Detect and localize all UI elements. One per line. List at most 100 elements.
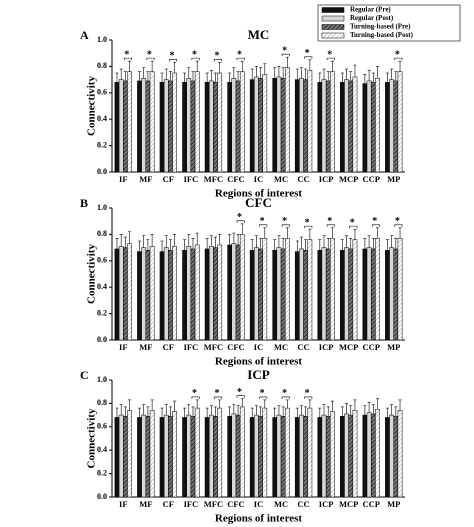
bar — [208, 414, 214, 498]
bar — [272, 78, 278, 173]
x-tick-label: CCP — [362, 499, 379, 509]
significance-bracket — [123, 57, 132, 61]
chart-title: ICP — [247, 367, 269, 382]
y-tick-label: 0.6 — [97, 88, 107, 97]
bar — [303, 416, 309, 498]
bar — [276, 76, 282, 173]
y-tick-label: 0.2 — [97, 308, 107, 317]
x-tick-label: MP — [387, 174, 400, 184]
bar — [325, 416, 331, 498]
bar — [284, 67, 290, 173]
significance-bracket — [304, 56, 313, 59]
bar — [159, 417, 165, 498]
significance-mark: * — [305, 48, 310, 59]
bar — [190, 80, 196, 173]
significance-bracket — [169, 59, 178, 62]
bar — [159, 251, 165, 341]
bar — [284, 407, 290, 498]
bar — [194, 244, 200, 341]
bar — [254, 76, 259, 173]
bar — [163, 247, 169, 341]
bar — [280, 248, 286, 341]
bar — [272, 417, 278, 498]
bar — [325, 80, 331, 173]
bar — [317, 81, 323, 173]
bar — [249, 249, 255, 341]
bar — [299, 414, 304, 498]
bar — [249, 79, 255, 173]
x-tick-label: MF — [139, 174, 152, 184]
bar — [370, 248, 376, 341]
bar — [204, 248, 210, 341]
chart-title: MC — [248, 27, 270, 42]
significance-mark: * — [372, 216, 377, 227]
x-tick-label: CC — [297, 499, 309, 509]
y-tick-label: 0.0 — [97, 492, 107, 501]
legend-label: Turning-based (Pre) — [350, 23, 411, 31]
bar — [344, 79, 349, 173]
bar — [344, 247, 349, 341]
y-axis-label: Connectivity — [86, 76, 98, 136]
y-tick-label: 0.2 — [97, 140, 107, 149]
significance-bracket — [326, 224, 335, 227]
bar — [366, 412, 372, 498]
bar — [352, 410, 358, 498]
bar — [141, 78, 147, 173]
bar — [385, 249, 390, 341]
panel: B CFC 0.0 0.2 0.4 0.6 0.8 1.0 Connectivity Region… — [80, 195, 405, 368]
bar — [299, 78, 304, 173]
significance-mark: * — [282, 388, 287, 399]
bar — [276, 414, 282, 498]
bar — [348, 248, 354, 341]
bar — [186, 78, 192, 173]
bar — [190, 248, 196, 341]
x-tick-label: CC — [297, 174, 309, 184]
bar — [262, 238, 268, 341]
bar — [254, 247, 259, 341]
bar — [362, 248, 368, 341]
significance-mark: * — [192, 388, 197, 399]
bar — [317, 249, 323, 341]
x-tick-label: MFC — [204, 342, 223, 352]
bar — [204, 81, 210, 173]
bar — [186, 414, 192, 498]
bar — [352, 76, 358, 173]
x-tick-label: ICP — [319, 342, 334, 352]
bar — [385, 417, 390, 498]
bar — [123, 247, 128, 341]
significance-mark: * — [237, 49, 242, 60]
bar — [235, 80, 241, 173]
bar — [227, 416, 233, 498]
bar — [330, 411, 335, 498]
y-axis-label: Connectivity — [86, 244, 98, 304]
significance-mark: * — [124, 49, 129, 60]
bar — [366, 80, 372, 173]
bar — [280, 78, 286, 173]
x-tick-label: ICP — [319, 499, 334, 509]
legend-swatch — [321, 24, 345, 30]
panel-label: B — [80, 196, 88, 210]
bar — [303, 249, 309, 341]
significance-mark: * — [395, 49, 400, 60]
bar — [284, 238, 290, 341]
bar — [321, 79, 327, 173]
bar — [190, 416, 196, 498]
y-tick-label: 0.8 — [97, 229, 107, 238]
bar — [186, 246, 192, 341]
y-tick-label: 1.0 — [97, 375, 107, 384]
bar — [114, 81, 120, 173]
bar — [168, 416, 173, 498]
bar — [389, 247, 394, 341]
bar — [362, 83, 368, 173]
significance-bracket — [146, 57, 155, 61]
x-tick-label: IFC — [184, 499, 199, 509]
significance-bracket — [236, 57, 245, 61]
bar — [352, 239, 358, 341]
bar — [321, 414, 327, 498]
bar — [182, 249, 187, 341]
legend-label: Regular (Pre) — [350, 6, 391, 14]
significance-bracket — [349, 225, 358, 229]
bar — [366, 247, 372, 341]
bar — [208, 246, 214, 341]
bar — [294, 251, 300, 341]
